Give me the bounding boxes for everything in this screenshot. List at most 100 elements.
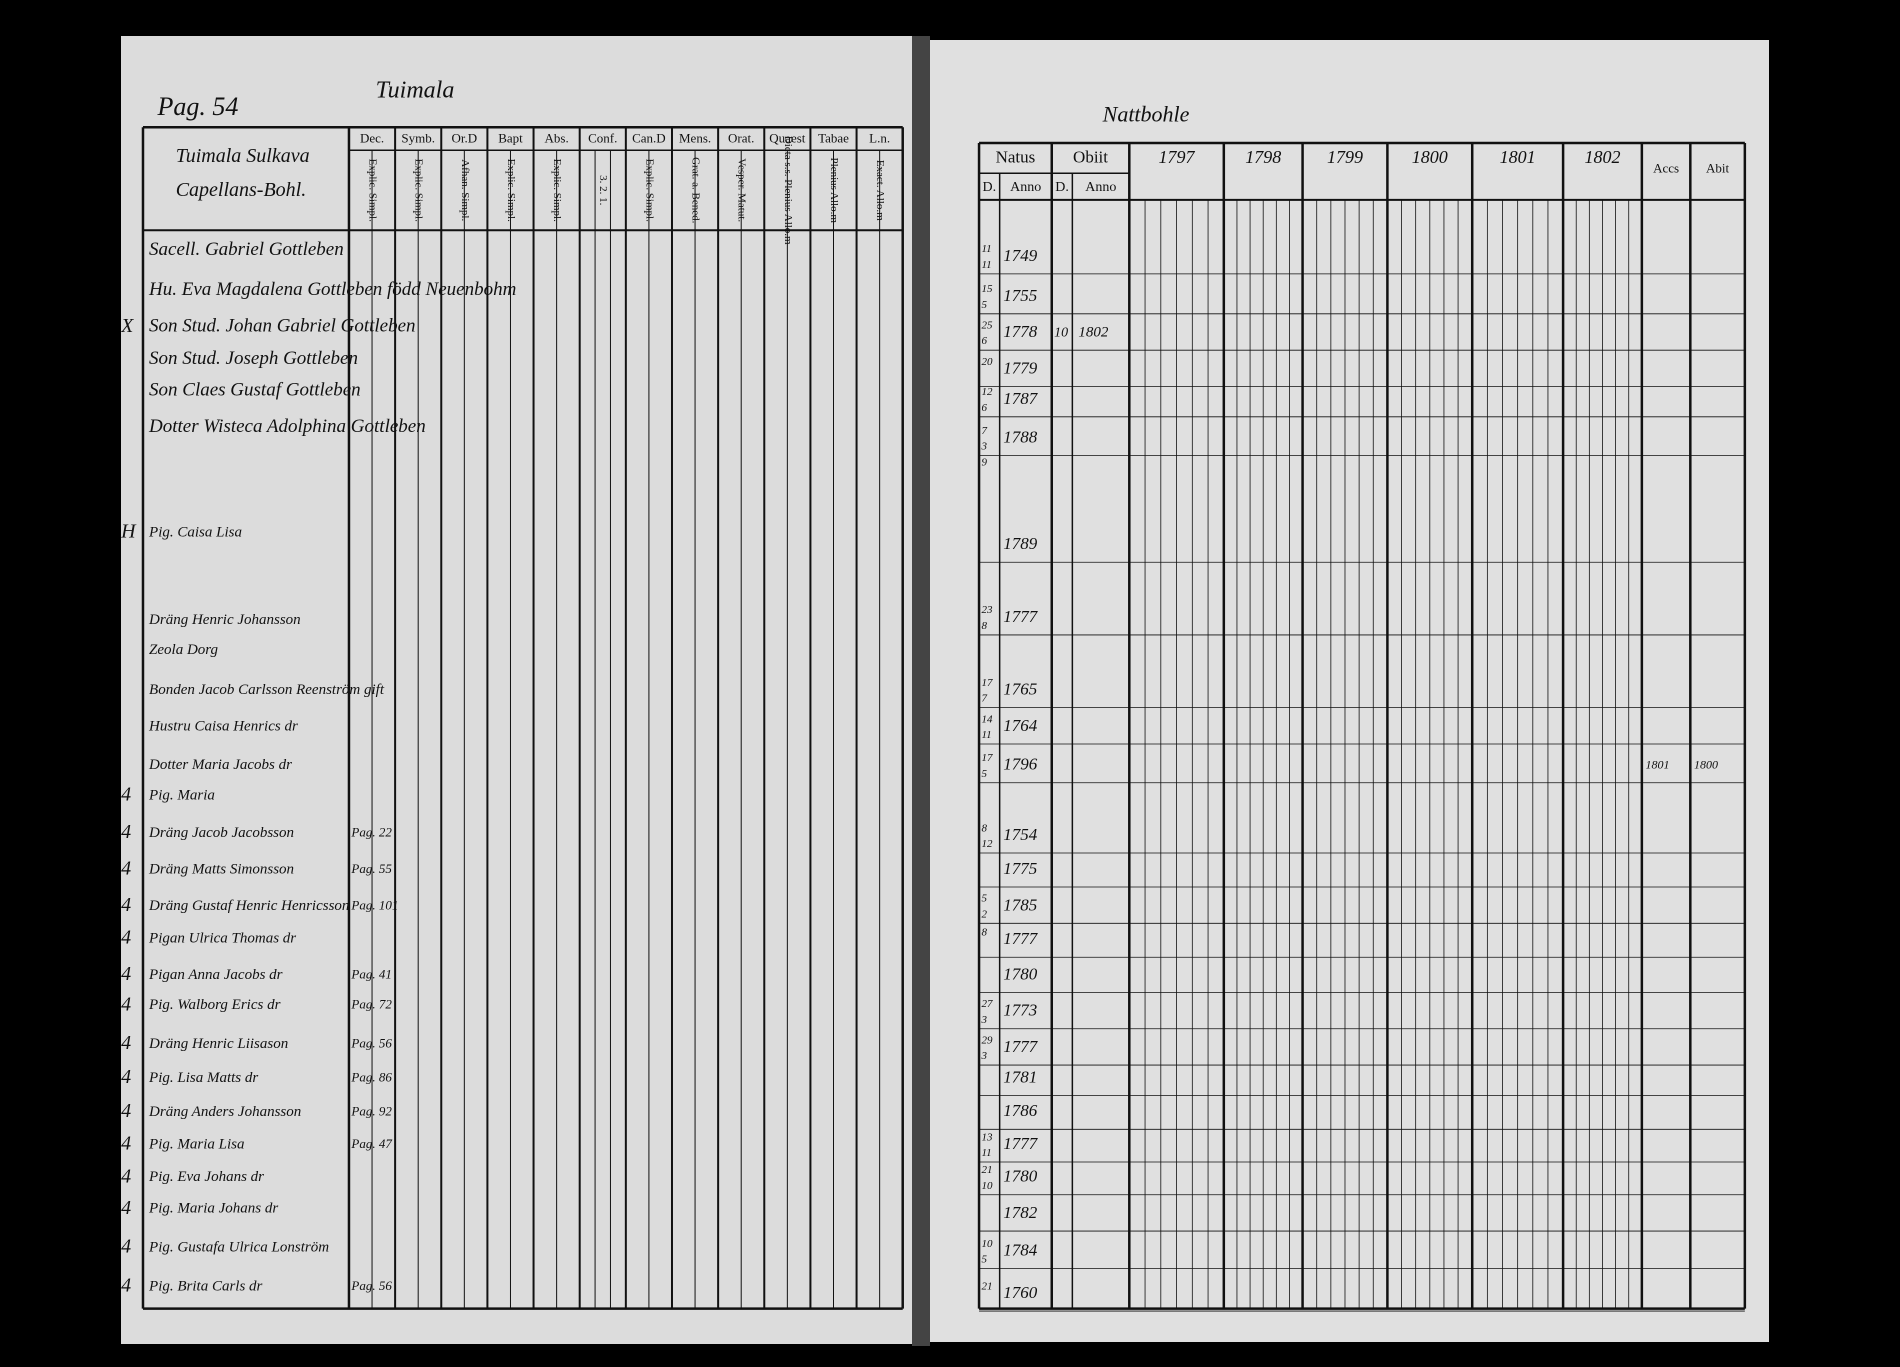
birth-day: 27 xyxy=(981,998,993,1010)
margin-mark: 4 xyxy=(121,927,131,949)
year-header: 1801 xyxy=(1500,147,1536,167)
column-subheader: D. xyxy=(983,180,997,195)
person-name: Bonden Jacob Carlsson Reenström gift xyxy=(149,682,385,698)
person-name: Dräng Jacob Jacobsson xyxy=(148,825,294,841)
margin-mark: 4 xyxy=(121,1274,131,1296)
column-header: Tabae xyxy=(818,130,849,145)
birth-year: 1781 xyxy=(1003,1067,1037,1086)
birth-day: 23 xyxy=(981,604,993,616)
column-header: Bapt xyxy=(498,130,523,145)
column-header: Can.D xyxy=(632,130,666,145)
birth-day: 11 xyxy=(981,259,991,271)
column-subheader: Dicta s.s. Plenius Allo.m xyxy=(782,136,794,245)
column-header: L.n. xyxy=(869,130,890,145)
birth-day: 3 xyxy=(980,1050,987,1062)
column-header: Or.D xyxy=(452,130,478,145)
birth-year: 1777 xyxy=(1003,929,1039,948)
person-name: Pig. Eva Johans dr xyxy=(148,1169,264,1185)
person-name: Dräng Anders Johansson xyxy=(148,1104,301,1120)
column-header: Dec. xyxy=(360,130,384,145)
departure-year: 1800 xyxy=(1694,758,1718,772)
row-header: Tuimala Sulkava xyxy=(176,145,310,167)
birth-day: 8 xyxy=(981,927,987,939)
page-reference: Pag. 41 xyxy=(350,966,391,981)
birth-year: 1787 xyxy=(1003,389,1039,408)
column-header: Conf. xyxy=(588,130,617,145)
page-reference: Pag. 72 xyxy=(350,997,392,1012)
person-name: Hustru Caisa Henrics dr xyxy=(148,718,298,734)
birth-day: 21 xyxy=(981,1164,992,1176)
birth-day: 5 xyxy=(981,299,987,311)
birth-year: 1773 xyxy=(1003,1001,1037,1020)
column-subheader: Plenius Allo.m xyxy=(828,158,840,224)
birth-year: 1755 xyxy=(1003,286,1037,305)
page-reference: Pag. 56 xyxy=(350,1278,392,1293)
birth-day: 2 xyxy=(981,908,987,920)
birth-day: 14 xyxy=(981,713,993,725)
birth-day: 7 xyxy=(981,693,987,705)
column-header: Orat. xyxy=(728,130,754,145)
year-header: 1797 xyxy=(1159,147,1196,167)
birth-day: 13 xyxy=(981,1131,993,1143)
birth-year: 1784 xyxy=(1003,1241,1038,1260)
column-header: Abs. xyxy=(545,130,569,145)
person-name: Son Stud. Joseph Gottleben xyxy=(149,348,358,369)
birth-day: 8 xyxy=(981,822,987,834)
birth-year: 1778 xyxy=(1003,322,1038,341)
person-name: Son Claes Gustaf Gottleben xyxy=(149,380,361,401)
margin-mark: 4 xyxy=(121,1066,131,1088)
birth-year: 1760 xyxy=(1003,1283,1038,1302)
birth-year: 1765 xyxy=(1003,680,1037,699)
person-name: Pig. Gustafa Ulrica Lonström xyxy=(148,1239,329,1255)
person-name: Dräng Henric Johansson xyxy=(148,612,301,628)
page-reference: Pag. 92 xyxy=(350,1103,392,1118)
birth-day: 10 xyxy=(981,1180,993,1192)
birth-year: 1777 xyxy=(1003,1134,1039,1153)
year-header: 1802 xyxy=(1584,147,1620,167)
margin-mark: 4 xyxy=(121,1197,131,1219)
death-year: 1802 xyxy=(1078,325,1109,341)
birth-year: 1785 xyxy=(1003,895,1037,914)
birth-year: 1789 xyxy=(1003,534,1038,553)
birth-day: 20 xyxy=(981,356,993,368)
birth-year: 1777 xyxy=(1003,607,1039,626)
year-header: 1800 xyxy=(1412,147,1448,167)
person-name: Son Stud. Johan Gabriel Gottleben xyxy=(149,316,416,337)
column-subheader: Explic. Simpl. xyxy=(367,159,379,223)
person-name: Dräng Matts Simonsson xyxy=(148,861,294,877)
margin-mark: 4 xyxy=(121,858,131,880)
birth-day: 9 xyxy=(981,456,987,468)
person-name: Pig. Maria xyxy=(148,788,215,804)
birth-year: 1796 xyxy=(1003,755,1038,774)
column-subheader: Vesper. Matut. xyxy=(736,158,748,222)
page-title: Tuimala xyxy=(376,78,455,104)
birth-day: 12 xyxy=(981,838,993,850)
page-label: Pag. 54 xyxy=(157,92,239,121)
birth-day: 5 xyxy=(981,1254,987,1266)
person-name: Pig. Maria Lisa xyxy=(148,1136,244,1152)
column-subheader: Explic. Simpl. xyxy=(551,159,563,223)
person-name: Pig. Lisa Matts dr xyxy=(148,1070,258,1086)
person-name: Sacell. Gabriel Gottleben xyxy=(149,239,344,260)
person-name: Dotter Maria Jacobs dr xyxy=(148,757,292,773)
margin-mark: 4 xyxy=(121,894,131,916)
birth-year: 1780 xyxy=(1003,964,1038,983)
column-subheader: 3. 2. 1. xyxy=(597,175,609,206)
birth-day: 6 xyxy=(981,402,987,414)
person-name: Pig. Walborg Erics dr xyxy=(148,997,281,1013)
person-name: Pig. Caisa Lisa xyxy=(148,525,242,541)
margin-mark: 4 xyxy=(121,963,131,985)
column-subheader: Anno xyxy=(1085,180,1116,195)
birth-year: 1754 xyxy=(1003,825,1038,844)
column-header: Natus xyxy=(996,148,1036,167)
column-subheader: Explic. Simpl. xyxy=(505,159,517,223)
margin-mark: 4 xyxy=(121,993,131,1015)
margin-mark: 4 xyxy=(121,821,131,843)
column-subheader: Exact. Allo.m xyxy=(874,160,886,221)
birth-day: 11 xyxy=(981,1147,991,1159)
margin-mark: 4 xyxy=(121,1236,131,1258)
column-header: Obiit xyxy=(1073,148,1108,167)
margin-mark: 4 xyxy=(121,1032,131,1054)
column-subheader: D. xyxy=(1055,180,1069,195)
